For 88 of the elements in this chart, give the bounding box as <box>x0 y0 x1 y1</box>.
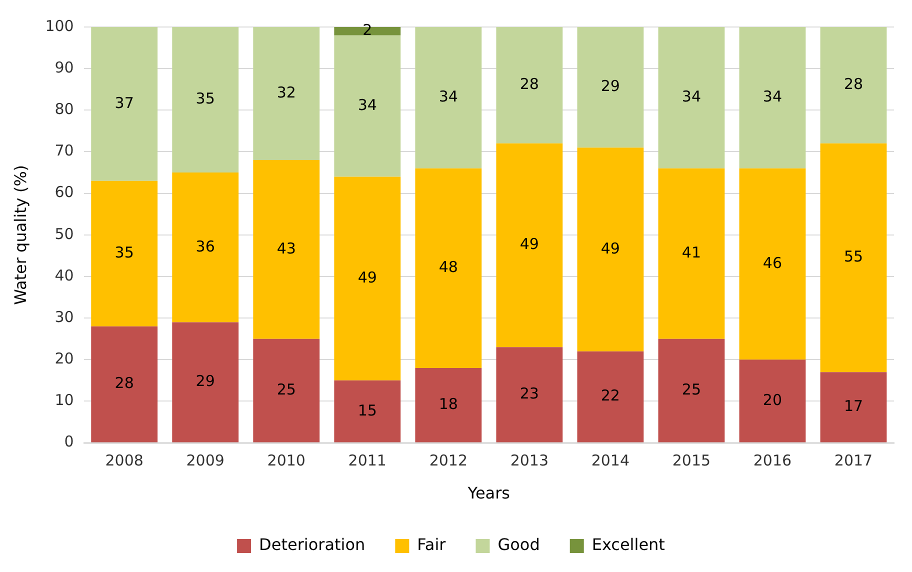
data-label: 15 <box>358 401 377 420</box>
x-tick-label: 2014 <box>591 452 630 470</box>
bar <box>91 27 158 181</box>
data-label: 34 <box>438 88 458 106</box>
data-label: 48 <box>438 258 458 276</box>
y-tick-label: 30 <box>54 308 74 326</box>
bar <box>577 27 644 148</box>
data-label: 2 <box>362 21 372 40</box>
bar <box>820 27 887 144</box>
bar <box>172 172 239 322</box>
bar <box>739 168 806 360</box>
bar <box>658 27 725 168</box>
bar <box>334 176 401 380</box>
x-tick-label: 2012 <box>429 452 468 470</box>
data-label: 46 <box>762 254 782 272</box>
data-label: 35 <box>114 244 134 262</box>
y-tick-label: 10 <box>54 391 74 410</box>
bar <box>253 160 320 339</box>
bar <box>577 351 644 442</box>
bar <box>415 168 482 368</box>
bar <box>658 168 725 339</box>
bar <box>496 27 563 144</box>
data-label: 49 <box>600 239 620 258</box>
data-label: 17 <box>844 397 864 416</box>
bar <box>739 360 806 442</box>
data-label: 18 <box>438 395 458 414</box>
data-label: 20 <box>762 390 782 409</box>
bar <box>253 27 320 160</box>
bar <box>739 27 806 168</box>
data-label: 49 <box>358 268 377 286</box>
y-tick-label: 90 <box>54 58 74 76</box>
data-label: 28 <box>520 75 539 94</box>
bar <box>334 35 401 177</box>
x-tick-label: 2010 <box>267 452 306 470</box>
x-tick-label: 2011 <box>348 452 386 470</box>
bar <box>415 27 482 168</box>
bar <box>334 380 401 442</box>
data-label: 29 <box>600 77 620 96</box>
y-tick-label: 0 <box>64 432 74 451</box>
bar <box>253 338 320 442</box>
bar <box>820 143 887 372</box>
x-tick-label: 2009 <box>186 452 224 470</box>
bar <box>415 368 482 442</box>
bar <box>496 347 563 442</box>
data-label: 43 <box>276 239 296 258</box>
bar <box>496 143 563 348</box>
bar <box>172 27 239 173</box>
data-label: 49 <box>520 235 539 254</box>
x-tick-label: 2017 <box>834 452 873 470</box>
data-label: 22 <box>600 386 620 405</box>
y-tick-label: 80 <box>54 100 74 118</box>
bar <box>172 322 239 442</box>
y-tick-label: 60 <box>54 183 74 202</box>
bar <box>658 338 725 442</box>
bar <box>91 180 158 326</box>
y-tick-label: 100 <box>45 16 74 35</box>
legend-label: Deterioration <box>259 535 366 554</box>
data-label: 25 <box>276 380 296 398</box>
data-label: 34 <box>358 96 377 114</box>
data-label: 37 <box>114 94 134 112</box>
x-axis-title: Years <box>466 484 510 503</box>
bar <box>91 326 158 442</box>
data-label: 32 <box>276 83 296 102</box>
x-tick-label: 2008 <box>105 452 144 470</box>
data-label: 34 <box>762 88 782 106</box>
y-axis-title: Water quality (%) <box>10 164 30 305</box>
legend-label: Good <box>498 535 540 554</box>
data-label: 34 <box>682 88 702 106</box>
legend-label: Fair <box>417 535 446 554</box>
data-label: 41 <box>682 244 702 262</box>
y-tick-label: 70 <box>54 142 74 160</box>
y-tick-label: 50 <box>54 224 74 243</box>
data-label: 29 <box>196 372 215 390</box>
data-label: 25 <box>682 380 702 398</box>
legend-label: Excellent <box>592 535 665 554</box>
data-label: 35 <box>196 90 215 108</box>
data-label: 23 <box>520 384 539 403</box>
bar <box>577 148 644 352</box>
y-tick-label: 20 <box>54 350 74 368</box>
x-tick-label: 2016 <box>753 452 792 470</box>
data-label: 55 <box>844 248 864 266</box>
data-label: 28 <box>114 374 134 392</box>
data-label: 36 <box>196 237 215 256</box>
data-label: 28 <box>844 75 864 94</box>
x-tick-label: 2015 <box>672 452 711 470</box>
x-tick-label: 2013 <box>510 452 549 470</box>
y-tick-label: 40 <box>54 266 74 284</box>
bar <box>820 372 887 442</box>
